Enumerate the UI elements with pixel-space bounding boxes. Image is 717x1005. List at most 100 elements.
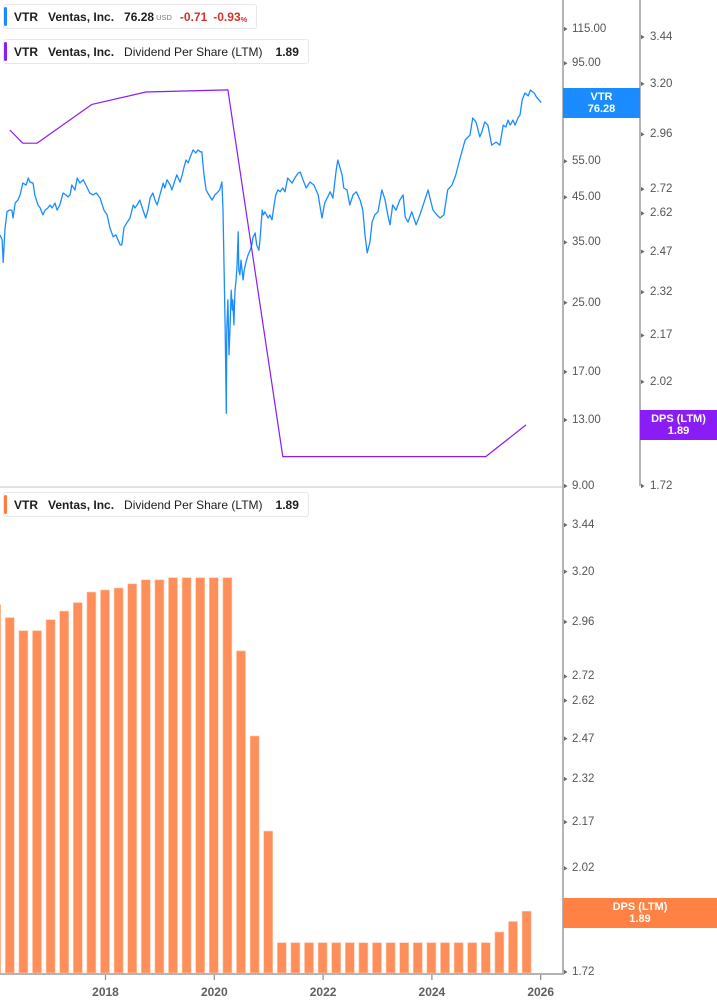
last-price: 76.28 [124,9,155,24]
price-tick-label: 9.00 [572,480,595,492]
dps-bar[interactable] [181,577,192,974]
dps-bar[interactable] [331,942,342,974]
tick-mark [641,379,645,385]
dps-bar[interactable] [45,619,56,974]
dps-bar[interactable] [5,617,15,974]
tag-value: 76.28 [587,102,616,115]
ticker-symbol: VTR [14,44,38,59]
dps-bar[interactable] [494,931,505,974]
dps-tick-label: 3.20 [650,77,673,90]
dps-bar[interactable] [141,579,151,974]
company-name: Ventas, Inc. [48,9,115,24]
dps-bar[interactable] [508,921,518,974]
dps-bar[interactable] [127,583,137,974]
price-tick-label: 17.00 [572,365,601,378]
dps-last-value-tag-top: DPS (LTM) 1.89 [640,409,717,440]
dps-bar[interactable] [32,630,42,974]
series-color-swatch [4,42,7,61]
dps-bar[interactable] [276,942,287,974]
dps-bar[interactable] [440,942,450,974]
dps-tick-label: 2.17 [650,329,673,342]
tick-mark [564,195,568,200]
dps-bar[interactable] [59,610,70,974]
dps-bar[interactable] [73,602,83,974]
dps-tick-label: 2.47 [572,732,595,745]
dps-tick-label: 2.32 [650,286,673,299]
price-line[interactable] [0,89,542,414]
dps-bar[interactable] [100,589,110,974]
dps-tick-label: 1.72 [572,966,595,978]
legend-price-series[interactable]: VTR Ventas, Inc. 76.28 USD -0.71 -0.93% [3,4,258,29]
dps-bar[interactable] [304,942,314,974]
dps-tick-label: 3.44 [572,519,595,531]
dps-bar[interactable] [18,630,29,974]
dps-bar[interactable] [168,577,178,974]
tick-mark [564,522,568,528]
dps-bar[interactable] [399,942,410,974]
dps-bar[interactable] [154,579,165,974]
dps-bar[interactable] [249,735,260,974]
dps-last-value-tag-bottom: DPS (LTM) 1.89 [563,898,717,929]
metric-value: 1.89 [275,44,299,59]
ticker-symbol: VTR [14,9,38,24]
dps-tick-label: 2.02 [650,375,673,388]
tick-mark [564,300,568,305]
price-change-percent: -0.93% [213,10,247,24]
dps-bar[interactable] [195,577,205,974]
tick-mark [641,333,645,338]
tick-mark [564,969,568,975]
dps-bar[interactable] [358,942,369,974]
legend-dps-bar-series[interactable]: VTR Ventas, Inc. Dividend Per Share (LTM… [3,492,309,517]
dps-bar[interactable] [344,942,355,974]
dps-tick-label: 2.32 [572,773,595,786]
dps-bar[interactable] [317,942,328,974]
price-tick-label: 13.00 [572,414,601,427]
dps-bar[interactable] [263,830,274,974]
year-label: 2022 [309,985,337,999]
dps-tick-label: 2.02 [572,862,595,875]
tick-mark [564,819,568,825]
metric-name: Dividend Per Share (LTM) [124,497,263,512]
tag-value: 1.89 [667,424,690,437]
tick-mark [641,249,645,254]
price-last-value-tag: VTR 76.28 [563,87,640,118]
tick-mark [564,698,568,703]
dps-bar[interactable] [453,942,464,974]
tick-mark [564,619,568,625]
dps-bar[interactable] [521,910,532,974]
dps-bar[interactable] [412,942,423,974]
price-change-percent-value: -0.93 [213,9,241,24]
dps-bar[interactable] [222,577,233,974]
dps-bar[interactable] [86,591,97,974]
tick-mark [641,34,645,40]
price-tick-label: 55.00 [572,155,601,168]
dps-line[interactable] [9,89,527,458]
dps-bar[interactable] [236,650,246,974]
legend-dps-line-series[interactable]: VTR Ventas, Inc. Dividend Per Share (LTM… [3,39,309,64]
dps-bar[interactable] [372,942,382,974]
tick-mark [564,240,568,245]
dps-bar[interactable] [0,604,1,974]
dps-bar[interactable] [480,942,491,974]
dps-bar[interactable] [290,942,301,974]
dps-tick-label: 2.17 [572,816,595,829]
tick-mark [641,483,645,489]
dps-bar[interactable] [385,942,396,974]
metric-name: Dividend Per Share (LTM) [124,44,263,59]
tick-mark [564,776,568,782]
dps-bar[interactable] [209,577,219,974]
dps-bar[interactable] [426,942,437,974]
price-tick-label: 95.00 [572,57,601,70]
dps-bar[interactable] [467,942,478,974]
series-color-swatch [4,7,7,26]
top-plot-lines[interactable] [0,89,542,458]
dps-tick-label: 3.44 [650,31,673,43]
dps-bar[interactable] [113,587,124,974]
tick-mark [564,26,568,32]
tick-mark [641,289,645,295]
tick-mark [564,61,568,66]
series-color-swatch [4,495,7,514]
dps-bar-series[interactable] [0,577,532,974]
